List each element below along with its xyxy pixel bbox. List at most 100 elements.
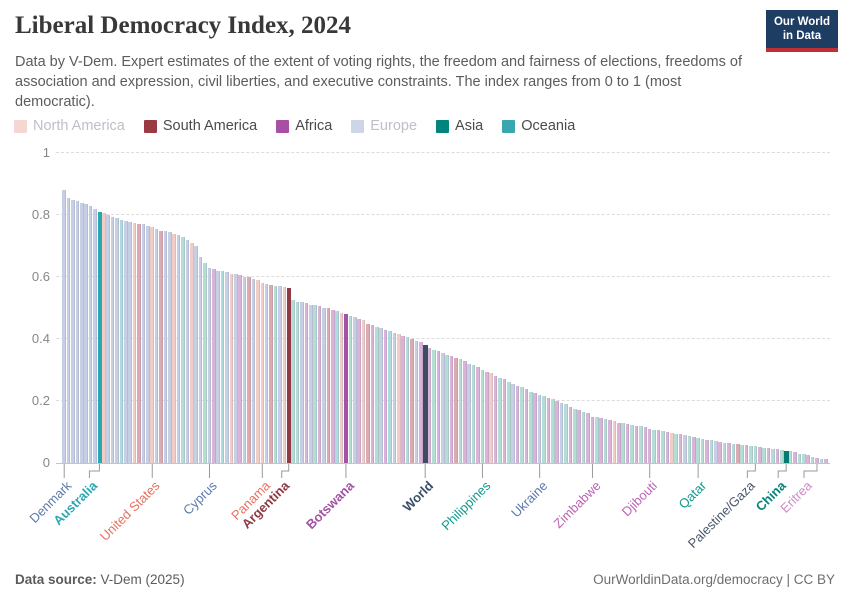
- bar-as-154[interactable]: [740, 445, 744, 463]
- bar-as-111[interactable]: [551, 399, 555, 463]
- bar-as-71[interactable]: [374, 326, 379, 463]
- bar-af-117[interactable]: [577, 410, 582, 463]
- bar-eu-72[interactable]: [379, 328, 383, 463]
- bar-as-159[interactable]: [762, 447, 766, 463]
- bar-as-78[interactable]: [405, 337, 410, 463]
- bar-af-70[interactable]: [370, 325, 375, 463]
- bar-as-161[interactable]: [771, 448, 775, 463]
- bar-sa-42[interactable]: [247, 277, 251, 463]
- bar-as-139[interactable]: [674, 433, 678, 463]
- bar-af-158[interactable]: [757, 446, 762, 463]
- bar-eu-0[interactable]: [62, 190, 66, 463]
- bar-sa-51[interactable]: [286, 287, 292, 463]
- bar-na-138[interactable]: [669, 432, 674, 463]
- bar-as-152[interactable]: [731, 444, 736, 463]
- bar-na-29[interactable]: [190, 242, 194, 463]
- bar-eu-28[interactable]: [185, 239, 190, 463]
- bar-af-40[interactable]: [238, 275, 243, 463]
- bar-af-94[interactable]: [476, 366, 480, 463]
- bar-eu-75[interactable]: [392, 332, 397, 463]
- bar-af-122[interactable]: [599, 418, 604, 463]
- bar-eu-41[interactable]: [242, 277, 247, 463]
- bar-af-61[interactable]: [330, 309, 335, 463]
- bar-eu-35[interactable]: [216, 270, 221, 463]
- bar-sa-47[interactable]: [269, 284, 273, 463]
- bar-eu-31[interactable]: [198, 256, 203, 463]
- bar-af-149[interactable]: [718, 441, 722, 463]
- bar-eu-4[interactable]: [80, 202, 84, 463]
- bar-eu-19[interactable]: [146, 225, 150, 463]
- bar-eu-18[interactable]: [141, 224, 146, 463]
- bar-sa-79[interactable]: [410, 339, 414, 463]
- bar-eu-56[interactable]: [308, 304, 313, 463]
- bar-af-140[interactable]: [678, 434, 683, 463]
- bar-eu-14[interactable]: [124, 221, 128, 463]
- bar-af-128[interactable]: [625, 424, 630, 463]
- bar-af-169[interactable]: [806, 455, 810, 463]
- x-axis-label-qatar[interactable]: Qatar: [675, 478, 709, 512]
- bar-af-135[interactable]: [656, 430, 661, 463]
- bar-na-97[interactable]: [489, 373, 494, 463]
- bar-as-145[interactable]: [700, 438, 705, 463]
- bar-af-103[interactable]: [515, 385, 520, 463]
- bar-eu-66[interactable]: [352, 317, 357, 463]
- bar-af-64[interactable]: [344, 314, 349, 463]
- bar-af-91[interactable]: [463, 360, 467, 463]
- bar-as-57[interactable]: [313, 304, 317, 463]
- bar-af-173[interactable]: [823, 459, 828, 463]
- bar-eu-21[interactable]: [154, 228, 159, 463]
- legend-item-north-america[interactable]: North America: [14, 118, 125, 134]
- legend-item-oceania[interactable]: Oceania: [502, 118, 575, 134]
- bar-eu-39[interactable]: [234, 273, 238, 463]
- bar-as-118[interactable]: [581, 411, 586, 463]
- bar-as-127[interactable]: [621, 423, 626, 463]
- bar-as-165[interactable]: [788, 451, 793, 463]
- bar-sa-89[interactable]: [454, 357, 458, 463]
- bar-oc-8[interactable]: [97, 211, 102, 463]
- bar-af-151[interactable]: [727, 443, 731, 463]
- bar-as-136[interactable]: [661, 431, 665, 463]
- bar-af-146[interactable]: [705, 439, 709, 463]
- bar-af-58[interactable]: [317, 306, 322, 463]
- bar-af-119[interactable]: [586, 413, 590, 463]
- bar-eu-33[interactable]: [207, 267, 212, 463]
- bar-af-120[interactable]: [590, 416, 595, 463]
- bar-af-85[interactable]: [436, 351, 441, 463]
- bar-as-87[interactable]: [445, 354, 449, 463]
- bar-af-133[interactable]: [647, 428, 652, 463]
- bar-af-83[interactable]: [427, 348, 432, 463]
- x-axis-label-united-states[interactable]: United States: [97, 478, 163, 544]
- bar-af-107[interactable]: [533, 393, 538, 463]
- bar-af-166[interactable]: [793, 452, 797, 463]
- bar-as-116[interactable]: [573, 408, 577, 463]
- bar-as-134[interactable]: [652, 429, 656, 463]
- bar-as-27[interactable]: [181, 236, 185, 463]
- bar-af-137[interactable]: [665, 432, 670, 463]
- bar-eu-1[interactable]: [66, 197, 71, 463]
- bar-as-129[interactable]: [630, 425, 634, 463]
- x-axis-label-botswana[interactable]: Botswana: [302, 478, 357, 533]
- bar-as-109[interactable]: [542, 396, 546, 463]
- bar-as-163[interactable]: [779, 449, 784, 463]
- bar-as-121[interactable]: [595, 417, 599, 463]
- bar-eu-80[interactable]: [414, 340, 419, 463]
- bar-af-110[interactable]: [546, 397, 551, 463]
- bar-as-52[interactable]: [291, 300, 295, 463]
- bar-eu-2[interactable]: [71, 199, 75, 463]
- bar-as-32[interactable]: [203, 263, 207, 463]
- bar-as-106[interactable]: [529, 391, 533, 463]
- bar-na-16[interactable]: [132, 222, 137, 463]
- bar-eu-86[interactable]: [440, 352, 445, 463]
- bar-na-68[interactable]: [361, 320, 366, 463]
- bar-af-132[interactable]: [643, 427, 648, 463]
- bar-eu-23[interactable]: [163, 231, 168, 463]
- bar-af-100[interactable]: [502, 379, 507, 463]
- bar-as-101[interactable]: [507, 382, 511, 463]
- bar-oc-13[interactable]: [119, 219, 124, 463]
- legend-item-europe[interactable]: Europe: [351, 118, 417, 134]
- owid-license-link[interactable]: OurWorldinData.org/democracy | CC BY: [593, 572, 835, 587]
- bar-na-20[interactable]: [150, 227, 155, 463]
- bar-as-123[interactable]: [603, 418, 608, 463]
- bar-eu-54[interactable]: [300, 301, 304, 463]
- bar-af-130[interactable]: [634, 425, 639, 463]
